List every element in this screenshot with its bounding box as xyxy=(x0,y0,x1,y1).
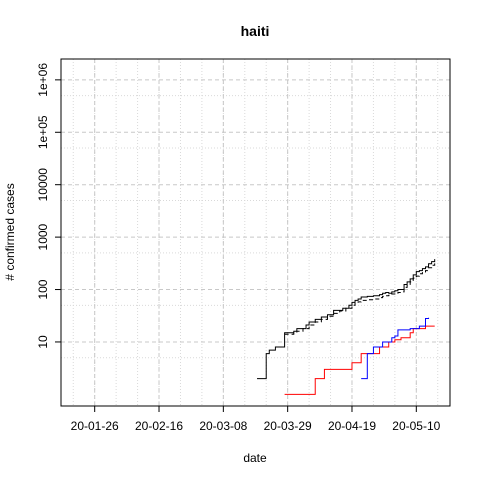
x-tick-label: 20-03-08 xyxy=(199,419,247,433)
y-axis-label: # confirmed cases xyxy=(3,183,17,280)
x-tick-label: 20-01-26 xyxy=(71,419,119,433)
plot-frame xyxy=(60,58,451,407)
x-tick-label: 20-05-10 xyxy=(392,419,440,433)
y-tick-label: 1000 xyxy=(36,223,50,250)
x-tick-label: 20-04-19 xyxy=(328,419,376,433)
y-tick-label: 100 xyxy=(36,279,50,299)
series-layer xyxy=(257,259,436,395)
x-axis: 20-01-26 20-02-16 20-03-08 20-03-29 20-04-19… xyxy=(71,406,441,433)
series-line-1 xyxy=(257,259,436,380)
x-axis-label: date xyxy=(243,451,267,465)
series-line-2 xyxy=(284,263,436,335)
series-line-3 xyxy=(284,325,435,395)
series-line-4 xyxy=(361,317,430,380)
x-tick-label: 20-02-16 xyxy=(135,419,183,433)
y-axis: 10 100 1000 10000 1e+05 1e+06 xyxy=(36,63,61,349)
y-tick-label: 10 xyxy=(36,335,50,349)
x-tick-label: 20-03-29 xyxy=(264,419,312,433)
y-tick-label: 1e+06 xyxy=(36,63,50,97)
y-tick-label: 10000 xyxy=(36,168,50,202)
y-tick-label: 1e+05 xyxy=(36,115,50,149)
chart-title: haiti xyxy=(241,23,270,39)
grid xyxy=(61,59,450,406)
